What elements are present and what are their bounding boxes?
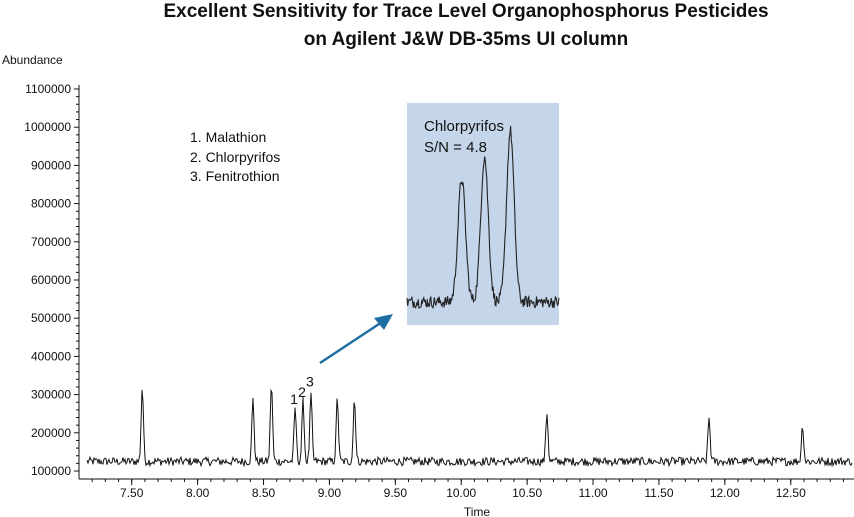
chromatogram-trace xyxy=(86,388,853,468)
legend-item-chlorpyrifos: 2. Chlorpyrifos xyxy=(190,149,280,165)
inset-background xyxy=(407,103,559,325)
callout-arrow xyxy=(319,314,393,365)
y-tick-label: 400000 xyxy=(31,349,71,363)
x-axis-label: Time xyxy=(464,505,491,517)
x-tick-label: 9.50 xyxy=(384,486,408,500)
y-tick-label: 800000 xyxy=(31,197,71,211)
x-tick-label: 8.00 xyxy=(186,486,210,500)
peak-label: 1 xyxy=(290,391,298,407)
x-tick-label: 8.50 xyxy=(252,486,276,500)
y-tick-label: 1100000 xyxy=(25,82,71,96)
x-ticks: 7.50 8.00 8.50 9.00 9.50 10.00 10.50 11.00 11.50… xyxy=(91,479,844,500)
legend-item-fenitrothion: 3. Fenitrothion xyxy=(190,168,280,184)
y-tick-label: 1000000 xyxy=(24,120,71,134)
peak-label: 3 xyxy=(306,374,314,390)
x-tick-label: 9.00 xyxy=(318,486,342,500)
arrow-head xyxy=(374,314,393,330)
y-tick-label: 600000 xyxy=(31,273,71,287)
x-tick-label: 11.50 xyxy=(644,486,673,500)
y-tick-label: 200000 xyxy=(31,426,71,440)
y-tick-label: 100000 xyxy=(31,464,71,478)
y-tick-label: 300000 xyxy=(31,388,71,402)
x-tick-label: 10.50 xyxy=(512,486,542,500)
inset-panel: Chlorpyrifos S/N = 4.8 xyxy=(406,103,560,325)
y-tick-label: 700000 xyxy=(31,235,71,249)
y-tick-label: 500000 xyxy=(31,311,71,325)
legend-item-malathion: 1. Malathion xyxy=(190,129,266,145)
y-axis-label: Abundance xyxy=(2,53,63,67)
x-tick-label: 11.00 xyxy=(578,486,607,500)
chart-title-line1: Excellent Sensitivity for Trace Level Or… xyxy=(163,1,768,22)
peak-labels: 1 23 xyxy=(290,374,314,407)
x-tick-label: 7.50 xyxy=(120,486,144,500)
chart-title-line2: on Agilent J&W DB-35ms UI column xyxy=(304,29,628,50)
x-tick-label: 12.00 xyxy=(710,486,740,500)
inset-trace xyxy=(406,125,560,309)
inset-title: Chlorpyrifos xyxy=(424,118,504,135)
y-tick-label: 900000 xyxy=(31,158,71,172)
peak-label: 2 xyxy=(298,384,306,400)
x-tick-label: 12.50 xyxy=(776,486,806,500)
inset-sn-ratio: S/N = 4.8 xyxy=(424,139,487,156)
arrow-shaft xyxy=(319,320,383,365)
x-tick-label: 10.00 xyxy=(446,486,476,500)
compound-legend: 1. Malathion 2. Chlorpyrifos 3. Fenitrot… xyxy=(190,129,280,184)
y-ticks: 100000 200000 300000 400000 500000 600000 7000… xyxy=(24,82,79,478)
